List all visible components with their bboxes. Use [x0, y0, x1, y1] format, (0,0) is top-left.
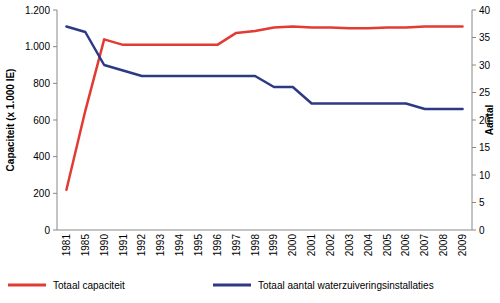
y-tick [53, 120, 57, 121]
x-tick-label: 2001 [306, 234, 317, 257]
y-tick [53, 156, 57, 157]
y-tick-label: 0 [44, 225, 50, 236]
y2-tick-label: 15 [479, 142, 491, 153]
y-tick-label: 200 [33, 188, 50, 199]
x-tick-label: 2007 [419, 234, 430, 257]
series-line [66, 27, 462, 190]
y2-tick [472, 120, 476, 121]
y-tick-label: 800 [33, 78, 50, 89]
x-tick-label: 2002 [325, 234, 336, 257]
x-tick-label: 1992 [136, 234, 147, 257]
y2-tick-label: 0 [479, 225, 485, 236]
x-tick-label: 1996 [212, 234, 223, 257]
y2-tick-label: 10 [479, 170, 491, 181]
y-tick-label: 1.200 [25, 5, 50, 16]
series-line [66, 27, 462, 110]
x-axis-line [57, 230, 472, 231]
y2-tick [472, 230, 476, 231]
y2-tick-label: 25 [479, 87, 491, 98]
y2-tick-label: 5 [479, 197, 485, 208]
chart: 02004006008001.0001.20005101520253035401… [0, 0, 500, 303]
y2-tick-label: 35 [479, 32, 491, 43]
legend-label: Totaal capaciteit [53, 280, 125, 291]
x-tick-label: 1993 [155, 234, 166, 257]
x-tick-label: 1981 [61, 234, 72, 257]
x-tick-label: 1995 [193, 234, 204, 257]
y2-tick [472, 175, 476, 176]
x-tick-label: 2008 [438, 234, 449, 257]
x-tick-label: 1999 [268, 234, 279, 257]
y2-tick-label: 30 [479, 60, 491, 71]
y-tick-label: 1.000 [25, 41, 50, 52]
y2-tick [472, 92, 476, 93]
legend-swatch [213, 284, 251, 287]
x-tick-label: 1990 [99, 234, 110, 257]
legend-label: Totaal aantal waterzuiveringsinstallatie… [258, 280, 434, 291]
y2-axis-title: Aantal [484, 104, 495, 135]
y2-tick-label: 40 [479, 5, 491, 16]
x-tick-label: 1998 [250, 234, 261, 257]
x-tick-label: 2003 [344, 234, 355, 257]
y-tick [53, 193, 57, 194]
x-tick-label: 2005 [382, 234, 393, 257]
y2-tick [472, 10, 476, 11]
y-tick [53, 10, 57, 11]
y2-tick [472, 202, 476, 203]
y-tick [53, 230, 57, 231]
x-tick-label: 1997 [231, 234, 242, 257]
y-tick [53, 46, 57, 47]
y-axis-title: Capaciteit (x 1.000 IE) [5, 69, 16, 172]
plot-area [66, 27, 462, 190]
y-tick-label: 400 [33, 151, 50, 162]
y2-tick [472, 147, 476, 148]
y-tick [53, 83, 57, 84]
x-tick-label: 2009 [457, 234, 468, 257]
x-tick-label: 1994 [174, 234, 185, 257]
y2-tick [472, 65, 476, 66]
x-tick-label: 2004 [363, 234, 374, 257]
y2-tick [472, 37, 476, 38]
x-tick-label: 2006 [400, 234, 411, 257]
x-tick-label: 1985 [80, 234, 91, 257]
x-tick-label: 1991 [118, 234, 129, 257]
x-tick-label: 2000 [287, 234, 298, 257]
y-tick-label: 600 [33, 115, 50, 126]
legend-swatch [8, 284, 46, 287]
